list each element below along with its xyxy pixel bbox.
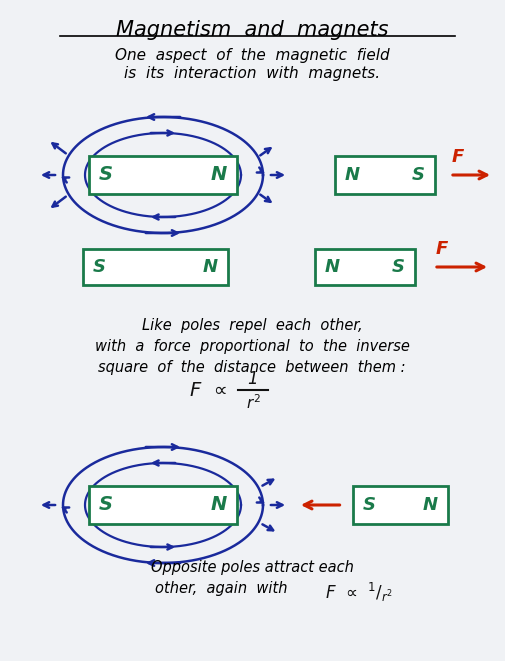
Text: Like  poles  repel  each  other,: Like poles repel each other, <box>142 318 362 333</box>
Text: N: N <box>211 496 227 514</box>
Text: N: N <box>325 258 340 276</box>
Text: One  aspect  of  the  magnetic  field: One aspect of the magnetic field <box>115 48 389 63</box>
Text: N: N <box>345 166 360 184</box>
FancyBboxPatch shape <box>335 156 435 194</box>
Text: other,  again  with: other, again with <box>155 581 287 596</box>
FancyBboxPatch shape <box>315 249 415 285</box>
Text: Opposite poles attract each: Opposite poles attract each <box>150 560 354 575</box>
Text: N: N <box>211 165 227 184</box>
Text: $r^2$: $r^2$ <box>245 394 261 412</box>
Text: N: N <box>422 496 437 514</box>
Text: S: S <box>363 496 376 514</box>
Text: F  ∝: F ∝ <box>190 381 228 399</box>
Text: S: S <box>412 166 425 184</box>
FancyBboxPatch shape <box>82 249 227 285</box>
Text: S: S <box>392 258 405 276</box>
Text: square  of  the  distance  between  them :: square of the distance between them : <box>98 360 406 375</box>
Text: F  ∝  $^1/_{r^2}$: F ∝ $^1/_{r^2}$ <box>325 581 393 604</box>
Text: Magnetism  and  magnets: Magnetism and magnets <box>116 20 388 40</box>
Text: is  its  interaction  with  magnets.: is its interaction with magnets. <box>124 66 380 81</box>
FancyBboxPatch shape <box>89 486 237 524</box>
FancyBboxPatch shape <box>89 156 237 194</box>
Text: with  a  force  proportional  to  the  inverse: with a force proportional to the inverse <box>94 339 410 354</box>
Text: S: S <box>99 496 113 514</box>
Text: S: S <box>99 165 113 184</box>
Text: N: N <box>203 258 218 276</box>
FancyBboxPatch shape <box>352 486 447 524</box>
Text: 1: 1 <box>247 370 259 388</box>
Text: F: F <box>452 148 464 166</box>
Text: S: S <box>92 258 106 276</box>
Text: F: F <box>436 240 448 258</box>
